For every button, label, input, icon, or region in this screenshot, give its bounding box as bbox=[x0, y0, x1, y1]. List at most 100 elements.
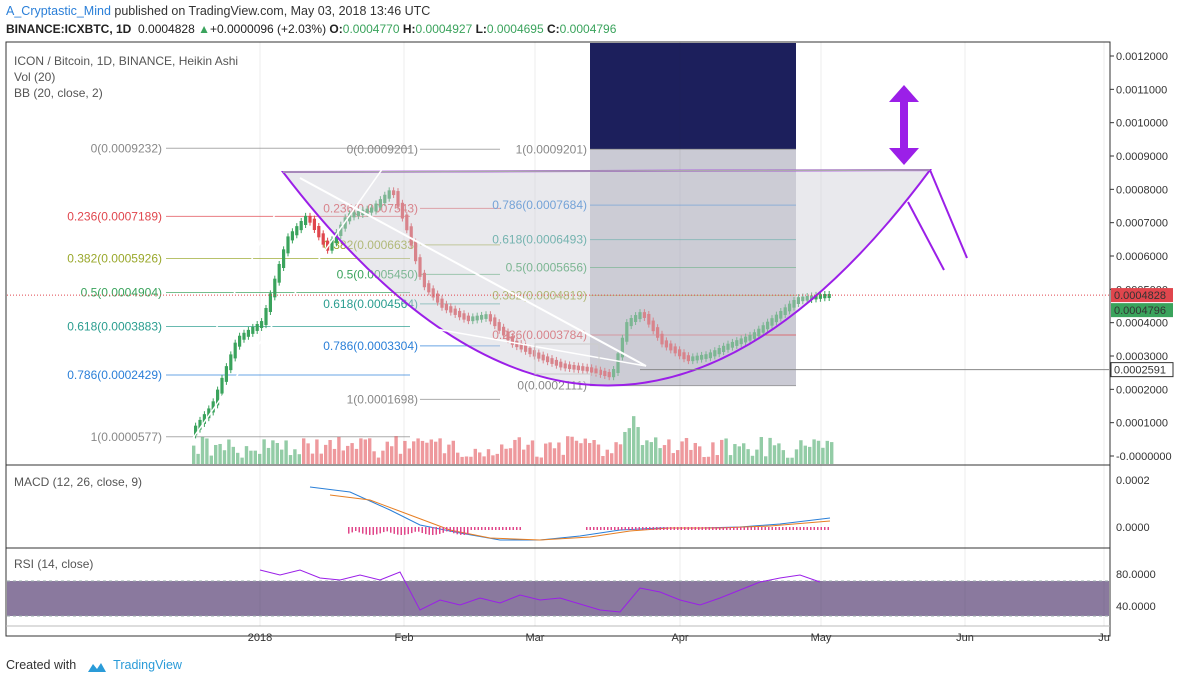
rsi-tick-label: 80.0000 bbox=[1116, 569, 1156, 581]
candle-body bbox=[770, 318, 774, 326]
candle-body bbox=[801, 296, 805, 302]
volume-bar bbox=[451, 440, 455, 464]
candle-body bbox=[634, 315, 638, 322]
wedge-line bbox=[412, 324, 647, 367]
volume-bar bbox=[341, 450, 345, 464]
macd-hist-bar bbox=[491, 527, 493, 530]
candle-body bbox=[625, 322, 629, 342]
candle-body bbox=[304, 215, 308, 225]
volume-bar bbox=[491, 455, 495, 464]
candle-body bbox=[444, 303, 448, 311]
volume-bar bbox=[693, 442, 697, 464]
tradingview-link[interactable]: TradingView bbox=[113, 658, 182, 672]
volume-bar bbox=[262, 439, 266, 464]
candle-body bbox=[290, 231, 294, 241]
fib-level-label: 0.618(0.0006493) bbox=[492, 233, 587, 247]
volume-bar bbox=[566, 436, 570, 464]
volume-bar bbox=[350, 443, 354, 464]
volume-bar bbox=[544, 443, 548, 464]
fib-level-label: 0.5(0.0005656) bbox=[506, 260, 587, 274]
candle-body bbox=[480, 314, 484, 320]
candle-body bbox=[299, 221, 303, 231]
author-link[interactable]: A_Cryptastic_Mind bbox=[6, 4, 111, 18]
time-tick-label: 2018 bbox=[248, 632, 272, 644]
volume-bar bbox=[605, 449, 609, 464]
macd-hist-bar bbox=[820, 527, 822, 530]
volume-bar bbox=[284, 440, 288, 464]
channel-upper bbox=[192, 150, 396, 439]
consolidation-box bbox=[534, 343, 600, 375]
candle-body bbox=[436, 293, 440, 303]
price-tick-label: 0.0001000 bbox=[1116, 418, 1168, 430]
candle-body bbox=[620, 337, 624, 358]
volume-bar bbox=[473, 448, 477, 464]
high-label: H: bbox=[402, 22, 416, 36]
low-label: L: bbox=[475, 22, 487, 36]
volume-bars bbox=[192, 416, 834, 464]
macd-hist-bar bbox=[621, 527, 623, 530]
macd-hist-bar bbox=[362, 527, 364, 534]
candle-body bbox=[563, 363, 567, 369]
macd-hist-bar bbox=[813, 527, 815, 530]
candle-body bbox=[700, 354, 704, 360]
macd-hist-bar bbox=[645, 527, 647, 530]
macd-hist-bar bbox=[757, 527, 759, 530]
created-with-text: Created with bbox=[6, 658, 77, 672]
macd-hist-bar bbox=[670, 527, 672, 530]
volume-bar bbox=[680, 441, 684, 464]
volume-bar bbox=[746, 449, 750, 464]
macd-hist-bar bbox=[369, 527, 371, 535]
price-axis[interactable]: 0.0012000 0.0011000 0.0010000 0.0009000 0.00… bbox=[1110, 51, 1172, 613]
candle-body bbox=[493, 317, 497, 327]
candle-body bbox=[339, 224, 343, 236]
volume-bar bbox=[579, 443, 583, 464]
macd-hist-bar bbox=[768, 527, 770, 530]
candle-body bbox=[757, 328, 761, 337]
candle-body bbox=[273, 278, 277, 298]
macd-hist-bar bbox=[666, 527, 668, 530]
volume-bar bbox=[266, 447, 271, 464]
candle-body bbox=[321, 233, 325, 245]
volume-bar bbox=[706, 456, 711, 464]
footer: Created with TradingView bbox=[6, 658, 182, 672]
fib-level-label: 1(0.0000577) bbox=[91, 430, 162, 444]
volume-bar bbox=[227, 439, 231, 464]
price-tick-label: 0.0007000 bbox=[1116, 218, 1168, 230]
candle-body bbox=[282, 249, 286, 268]
macd-hist-bar bbox=[642, 527, 644, 530]
candle-body bbox=[233, 342, 237, 359]
candle-body bbox=[528, 347, 532, 355]
grid bbox=[259, 42, 1105, 626]
time-axis[interactable]: 2018 Feb Mar Apr May Jun Ju bbox=[248, 632, 1110, 644]
open-label: O: bbox=[329, 22, 343, 36]
candle-body bbox=[739, 338, 743, 345]
candle-body bbox=[356, 211, 360, 217]
volume-bar bbox=[671, 453, 675, 464]
volume-bar bbox=[781, 450, 785, 464]
candle-body bbox=[238, 335, 242, 347]
macd-hist-bar bbox=[659, 527, 661, 530]
candle-body bbox=[788, 303, 792, 312]
candle-body bbox=[576, 365, 580, 371]
handle-line-1 bbox=[929, 169, 968, 259]
macd-hist-bar bbox=[782, 527, 784, 530]
macd-hist-bar bbox=[400, 527, 402, 535]
publish-info: A_Cryptastic_Mind published on TradingVi… bbox=[6, 4, 430, 18]
volume-bar bbox=[231, 446, 235, 464]
candle-body bbox=[396, 191, 400, 207]
close-label: C: bbox=[547, 22, 560, 36]
tradingview-logo-icon bbox=[86, 661, 106, 672]
price-tick-label: 0.0003000 bbox=[1116, 351, 1168, 363]
volume-bar bbox=[319, 453, 323, 464]
fib-level-label: 0.618(0.0004564) bbox=[323, 297, 418, 311]
candle-body bbox=[268, 293, 272, 312]
candle-body bbox=[198, 419, 202, 430]
volume-bar bbox=[315, 439, 319, 464]
macd-hist-bar bbox=[383, 527, 385, 533]
macd-hist-bar bbox=[358, 527, 360, 533]
candle-body bbox=[277, 264, 281, 283]
macd-hist-bar bbox=[698, 527, 700, 530]
candle-body bbox=[651, 320, 655, 332]
volume-bar bbox=[662, 445, 667, 464]
